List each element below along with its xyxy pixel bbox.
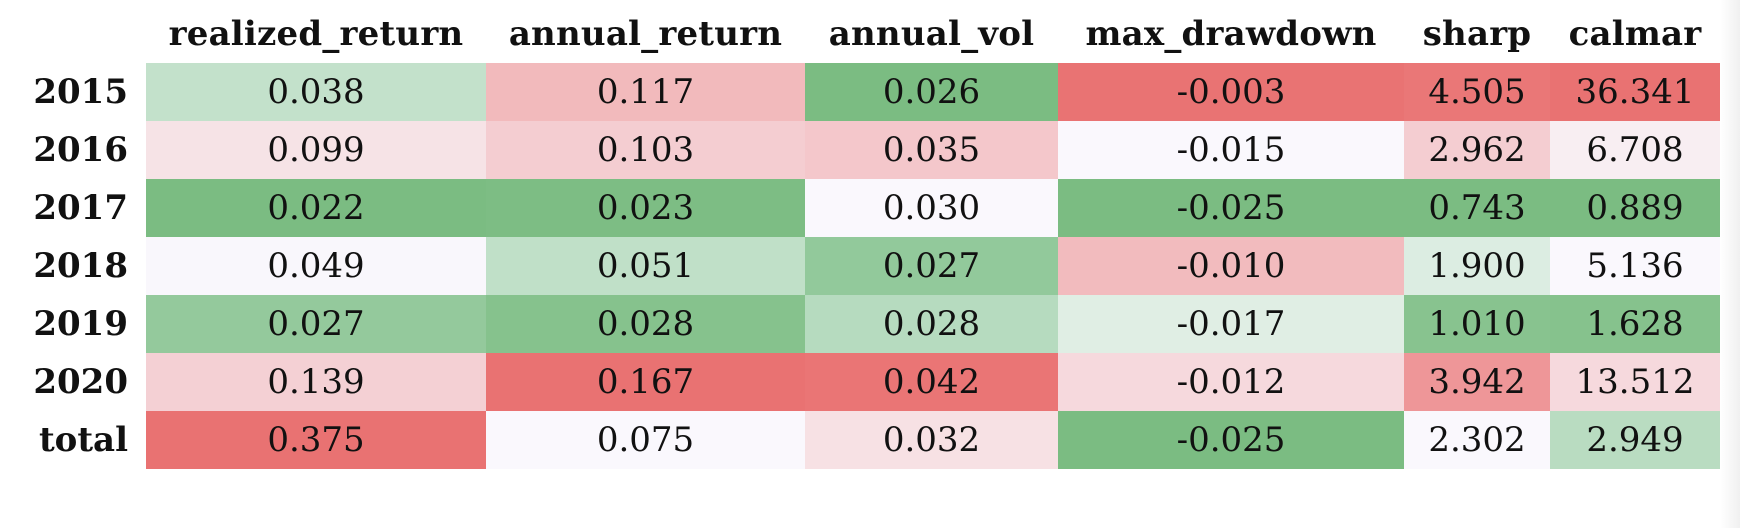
- table-cell: 0.028: [805, 295, 1058, 353]
- table-cell: 1.900: [1404, 237, 1550, 295]
- row-label: 2020: [33, 362, 128, 402]
- table-cell: 4.505: [1404, 63, 1550, 121]
- table-cell: 0.028: [486, 295, 805, 353]
- column-header-annual-vol: annual_vol: [828, 14, 1035, 54]
- table-cell: 5.136: [1550, 237, 1720, 295]
- table-cell: -0.015: [1058, 121, 1404, 179]
- table-cell: 36.341: [1550, 63, 1720, 121]
- table-cell: 0.103: [486, 121, 805, 179]
- column-header-max-drawdown: max_drawdown: [1085, 14, 1377, 54]
- table-cell: 0.023: [486, 179, 805, 237]
- table-cell: -0.012: [1058, 353, 1404, 411]
- table-cell: 0.889: [1550, 179, 1720, 237]
- row-label: 2017: [33, 188, 128, 228]
- table-cell: 0.030: [805, 179, 1058, 237]
- row-label: 2018: [33, 246, 128, 286]
- row-label: 2019: [33, 304, 128, 344]
- table-cell: 0.099: [146, 121, 486, 179]
- table-cell: 2.949: [1550, 411, 1720, 469]
- table-cell: 6.708: [1550, 121, 1720, 179]
- table-cell: 0.139: [146, 353, 486, 411]
- row-label: 2016: [33, 130, 128, 170]
- table-cell: 0.035: [805, 121, 1058, 179]
- table-cell: 2.962: [1404, 121, 1550, 179]
- table-cell: 0.042: [805, 353, 1058, 411]
- table-cell: -0.017: [1058, 295, 1404, 353]
- table-cell: 13.512: [1550, 353, 1720, 411]
- column-header-realized-return: realized_return: [168, 14, 464, 54]
- table-cell: 0.743: [1404, 179, 1550, 237]
- table-cell: 0.032: [805, 411, 1058, 469]
- table-cell: -0.010: [1058, 237, 1404, 295]
- table-cell: 0.022: [146, 179, 486, 237]
- table-cell: 1.010: [1404, 295, 1550, 353]
- table-cell: 0.167: [486, 353, 805, 411]
- table-cell: 0.027: [146, 295, 486, 353]
- table-cell: 0.075: [486, 411, 805, 469]
- table-cell: 0.026: [805, 63, 1058, 121]
- table-cell: 0.117: [486, 63, 805, 121]
- column-header-sharp: sharp: [1422, 14, 1532, 54]
- table-cell: 0.038: [146, 63, 486, 121]
- column-header-calmar: calmar: [1568, 14, 1702, 54]
- edge-shadow: [1720, 0, 1740, 528]
- table-cell: 0.049: [146, 237, 486, 295]
- table-cell: -0.025: [1058, 411, 1404, 469]
- row-label: total: [38, 420, 128, 460]
- table-cell: 1.628: [1550, 295, 1720, 353]
- table-cell: 0.051: [486, 237, 805, 295]
- table-cell: 0.375: [146, 411, 486, 469]
- row-label: 2015: [33, 72, 128, 112]
- column-header-annual-return: annual_return: [508, 14, 783, 54]
- table-cell: -0.003: [1058, 63, 1404, 121]
- table-cell: 3.942: [1404, 353, 1550, 411]
- table-cell: 0.027: [805, 237, 1058, 295]
- table-cell: -0.025: [1058, 179, 1404, 237]
- table-cell: 2.302: [1404, 411, 1550, 469]
